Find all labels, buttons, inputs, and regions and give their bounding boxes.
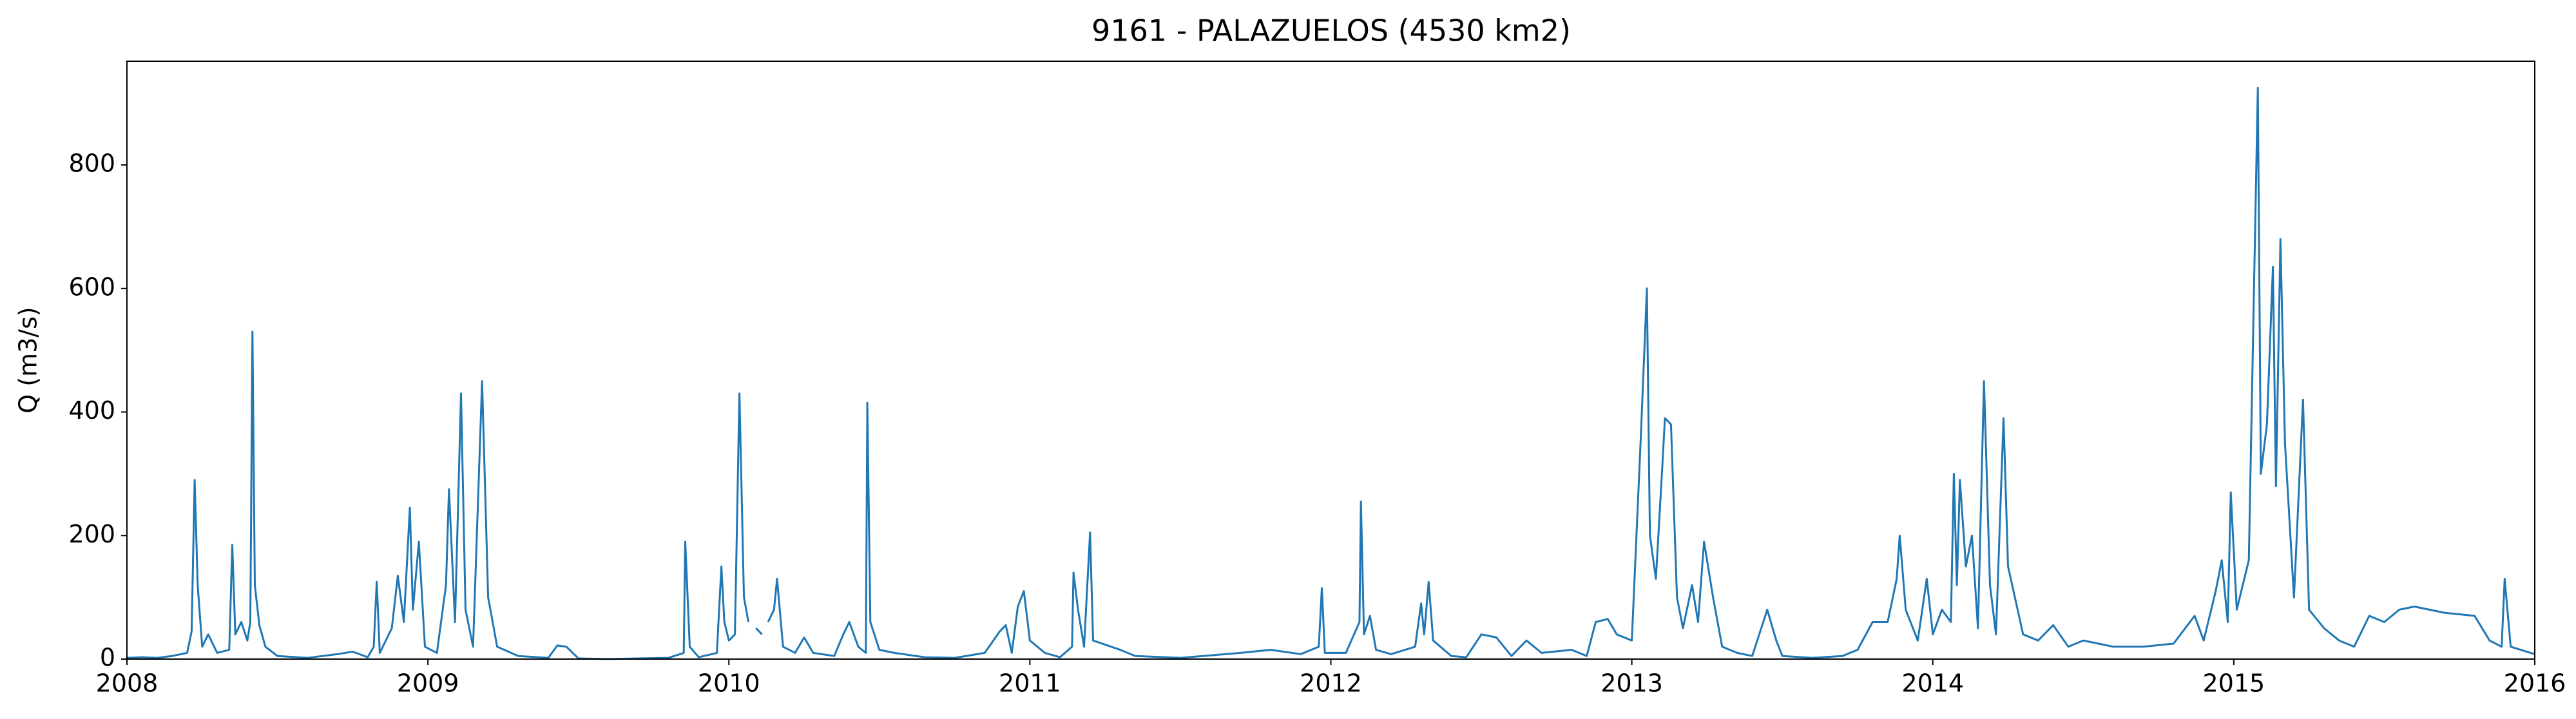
x-tick-label: 2011: [999, 669, 1061, 698]
y-tick-label: 800: [68, 149, 115, 178]
y-tick-label: 0: [100, 644, 115, 672]
y-tick-label: 600: [68, 273, 115, 301]
series-line: [126, 86, 2535, 660]
x-tick-label: 2009: [397, 669, 459, 698]
y-axis-label: Q (m3/s): [14, 307, 43, 413]
y-tick-label: 200: [68, 520, 115, 548]
x-tick-label: 2013: [1600, 669, 1663, 698]
x-tick-label: 2012: [1300, 669, 1362, 698]
x-tick-label: 2014: [1901, 669, 1964, 698]
y-tick-label: 400: [68, 396, 115, 425]
x-tick-label: 2015: [2203, 669, 2265, 698]
x-tick-label: 2008: [96, 669, 159, 698]
x-tick-label: 2010: [698, 669, 760, 698]
plot-frame: [126, 61, 2535, 660]
chart-title: 9161 - PALAZUELOS (4530 km2): [1091, 14, 1571, 48]
x-tick-label: 2016: [2504, 669, 2566, 698]
